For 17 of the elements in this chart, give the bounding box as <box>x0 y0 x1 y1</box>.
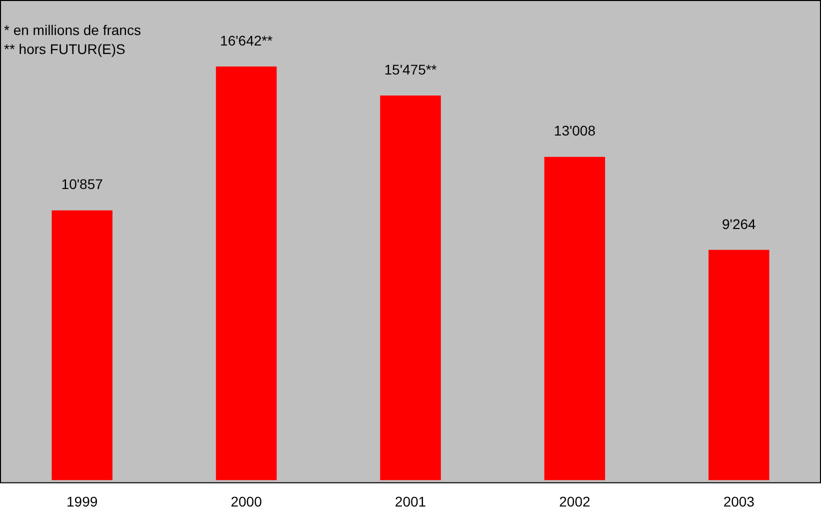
bar <box>708 250 770 480</box>
x-tick-label: 2000 <box>230 493 262 510</box>
data-label: 10'857 <box>61 176 104 192</box>
data-label: 15'475** <box>384 61 438 78</box>
bar <box>52 210 112 480</box>
x-tick-label: 1999 <box>66 493 98 510</box>
text: ** hors FUTUR(E)S <box>4 40 126 57</box>
x-tick-label: 2003 <box>723 493 755 510</box>
data-label: 16'642** <box>220 32 274 48</box>
bar <box>216 66 277 480</box>
data-label: 9'264 <box>722 216 756 232</box>
x-tick-label: 2002 <box>559 493 590 510</box>
x-tick-label: 2001 <box>394 493 426 510</box>
data-label: 13'008 <box>554 122 596 139</box>
bar <box>544 156 606 480</box>
text: * en millions de francs <box>4 22 141 38</box>
bar <box>380 96 441 480</box>
